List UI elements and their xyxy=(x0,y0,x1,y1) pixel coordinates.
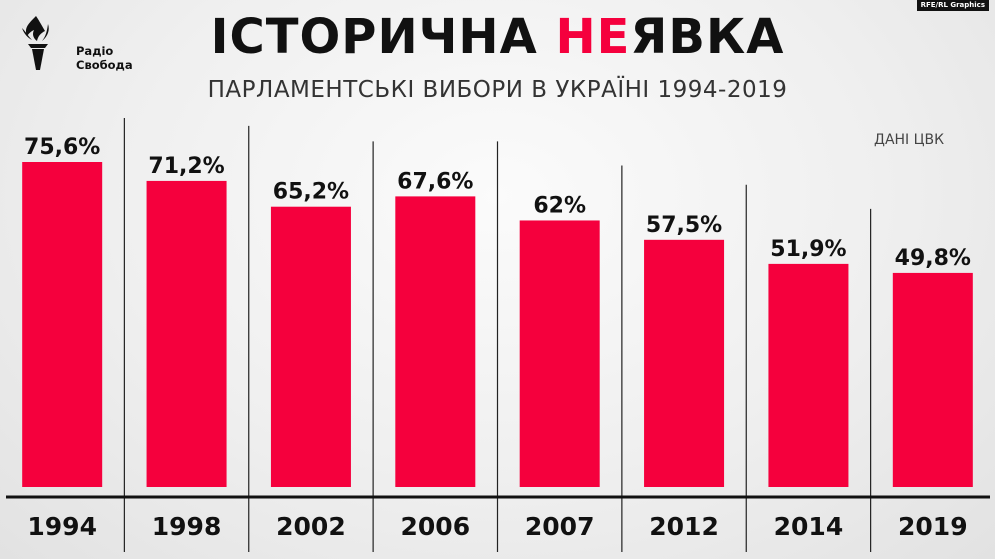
logo-line-1: Радіо xyxy=(76,44,114,58)
bar-1994 xyxy=(22,162,103,487)
x-tick-label-2002: 2002 xyxy=(276,512,346,541)
x-tick-label-2014: 2014 xyxy=(774,512,844,541)
logo-line-2: Свобода xyxy=(76,58,133,72)
title-part-1: ІСТОРИЧНА xyxy=(210,9,556,65)
x-tick-label-1998: 1998 xyxy=(152,512,222,541)
value-label-2019: 49,8% xyxy=(895,246,971,271)
bar-2019 xyxy=(892,272,973,487)
value-label-2002: 65,2% xyxy=(273,180,349,205)
value-label-2006: 67,6% xyxy=(397,169,473,194)
value-label-1994: 75,6% xyxy=(24,135,100,160)
credit-badge: RFE/RL Graphics xyxy=(916,0,989,11)
value-label-2012: 57,5% xyxy=(646,213,722,238)
value-label-1998: 71,2% xyxy=(148,154,224,179)
page-title: ІСТОРИЧНА НЕЯВКА xyxy=(0,6,995,68)
value-label-2007: 62% xyxy=(533,193,586,218)
bar-2012 xyxy=(644,239,725,487)
bar-2014 xyxy=(768,263,849,487)
title-part-2: ЯВКА xyxy=(630,9,785,65)
x-tick-label-1994: 1994 xyxy=(27,512,97,541)
x-tick-label-2006: 2006 xyxy=(401,512,471,541)
title-accent: НЕ xyxy=(555,9,631,65)
x-tick-label-2019: 2019 xyxy=(898,512,968,541)
page-subtitle: ПАРЛАМЕНТСЬКІ ВИБОРИ В УКРАЇНІ 1994-2019 xyxy=(207,77,788,103)
x-tick-label-2007: 2007 xyxy=(525,512,595,541)
bar-2007 xyxy=(519,220,600,487)
radio-svoboda-logo: Радіо Свобода xyxy=(18,14,133,74)
bar-2002 xyxy=(270,206,351,488)
bar-1998 xyxy=(146,180,227,487)
bar-2006 xyxy=(395,196,476,487)
value-label-2014: 51,9% xyxy=(770,237,846,262)
torch-icon xyxy=(22,16,49,70)
data-source-note: ДАНІ ЦВК xyxy=(874,132,945,148)
x-tick-label-2012: 2012 xyxy=(649,512,719,541)
